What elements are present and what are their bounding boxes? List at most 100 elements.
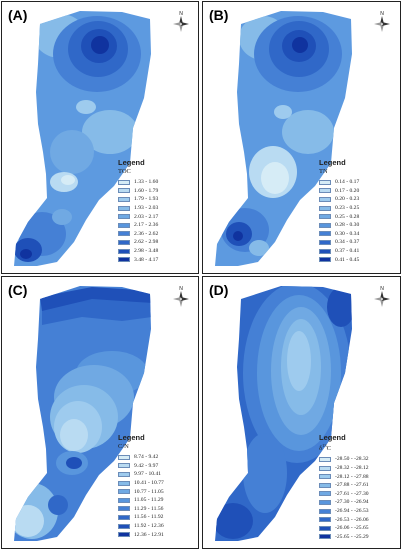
legend-range-label: -27.30 - -26.94	[335, 499, 369, 506]
legend-swatch	[319, 257, 331, 263]
legend-range-label: -25.65 - -25.29	[335, 533, 369, 540]
legend-variable: δ13C	[319, 443, 331, 453]
legend-item: 3.48 - 4.17	[118, 255, 158, 264]
legend-range-label: 2.17 - 2.36	[134, 222, 159, 229]
legend-item: 0.41 - 0.45	[319, 255, 359, 264]
legend-range-label: 0.17 - 0.20	[335, 187, 360, 194]
legend-swatch	[319, 474, 331, 480]
legend-item: -26.53 - -26.06	[319, 515, 369, 524]
legend-swatch	[118, 205, 130, 211]
legend-swatch	[118, 179, 130, 185]
legend-range-label: 11.05 - 11.29	[134, 497, 164, 504]
legend-item: 9.42 - 9.97	[118, 462, 164, 471]
legend-item: 2.62 - 2.98	[118, 238, 158, 247]
legend-swatch	[319, 188, 331, 194]
legend-range-label: -28.32 - -28.12	[335, 465, 369, 472]
legend-range-label: 0.30 - 0.34	[335, 230, 360, 237]
legend-item: 0.30 - 0.34	[319, 230, 359, 239]
d13c-distribution-map	[215, 286, 352, 541]
legend-item: -27.61 - -27.30	[319, 490, 369, 499]
north-label: N	[380, 286, 384, 292]
legend-swatch	[319, 525, 331, 531]
north-arrow-icon: N	[170, 10, 192, 34]
legend-item: -28.12 - -27.88	[319, 472, 369, 481]
legend-swatch	[118, 506, 130, 512]
legend-item: 10.77 - 11.05	[118, 487, 164, 496]
legend-item: 0.14 - 0.17	[319, 178, 359, 187]
legend-swatch	[118, 231, 130, 237]
legend-title: Legend	[118, 433, 145, 442]
legend-range-label: 11.92 - 12.36	[134, 523, 164, 530]
legend-swatch	[319, 491, 331, 497]
north-arrow-icon: N	[371, 10, 393, 34]
legend-range-label: -28.12 - -27.88	[335, 473, 369, 480]
panel-label: (D)	[209, 282, 229, 298]
legend-item: 2.17 - 2.36	[118, 221, 158, 230]
legend-range-label: 0.14 - 0.17	[335, 179, 360, 186]
legend-swatch	[118, 188, 130, 194]
north-label: N	[179, 11, 183, 17]
legend-swatch	[118, 248, 130, 254]
legend-swatch	[118, 489, 130, 495]
north-label: N	[380, 11, 384, 17]
legend-range-label: 0.20 - 0.23	[335, 196, 360, 203]
legend-item: 1.79 - 1.93	[118, 195, 158, 204]
legend-swatch	[319, 482, 331, 488]
legend-swatch	[319, 456, 331, 462]
legend-swatch	[118, 523, 130, 529]
legend-range-label: 3.48 - 4.17	[134, 256, 159, 263]
legend-item: 0.17 - 0.20	[319, 187, 359, 196]
legend-range-label: 2.03 - 2.17	[134, 213, 159, 220]
legend-swatch	[319, 465, 331, 471]
legend-range-label: 10.41 - 10.77	[134, 480, 164, 487]
legend-item: -27.88 - -27.61	[319, 481, 369, 490]
legend-title: Legend	[319, 433, 346, 442]
tn-distribution-map	[215, 11, 352, 266]
legend-range-label: 1.93 - 2.03	[134, 205, 159, 212]
legend-swatch	[319, 231, 331, 237]
legend-range-label: 0.37 - 0.41	[335, 248, 360, 255]
legend-item: 2.03 - 2.17	[118, 212, 158, 221]
map-panel-toc: (A) N Legend TOC 1.33 - 1.60 1.60 - 1.79 1…	[1, 1, 199, 274]
legend-item: 1.60 - 1.79	[118, 187, 158, 196]
legend-variable: C/N	[118, 443, 129, 450]
legend-swatch	[118, 454, 130, 460]
legend-item: 0.37 - 0.41	[319, 247, 359, 256]
toc-distribution-map	[14, 11, 151, 266]
legend-swatch	[118, 471, 130, 477]
legend-swatch	[118, 514, 130, 520]
legend-item: -25.65 - -25.29	[319, 533, 369, 542]
legend-item: 1.93 - 2.03	[118, 204, 158, 213]
legend-item: 0.20 - 0.23	[319, 195, 359, 204]
legend-range-label: 9.97 - 10.41	[134, 471, 162, 478]
legend-item: -27.30 - -26.94	[319, 498, 369, 507]
legend-swatch	[319, 534, 331, 540]
legend-item: 2.98 - 3.48	[118, 247, 158, 256]
map-panel-d13c: (D) N Legend δ13C -28.50 - -28.32 -28.32 …	[202, 276, 401, 549]
map-panel-tn: (B) N Legend TN 0.14 - 0.17 0.17 - 0.20 0.…	[202, 1, 401, 274]
legend-range-label: 0.28 - 0.30	[335, 222, 360, 229]
legend-swatch	[118, 257, 130, 263]
legend-item: 2.36 - 2.62	[118, 230, 158, 239]
legend-item: 12.36 - 12.91	[118, 530, 164, 539]
legend-range-label: 0.25 - 0.28	[335, 213, 360, 220]
panel-label: (B)	[209, 7, 229, 23]
map-panel-cn: (C) N Legend C/N 8.74 - 9.42 9.42 - 9.97 9…	[1, 276, 199, 549]
legend-range-label: 12.36 - 12.91	[134, 531, 164, 538]
legend-title: Legend	[319, 158, 346, 167]
legend-swatch	[319, 222, 331, 228]
legend: Legend C/N 8.74 - 9.42 9.42 - 9.97 9.97 - …	[118, 433, 164, 539]
panel-label: (A)	[8, 7, 28, 23]
legend-item: 0.25 - 0.28	[319, 212, 359, 221]
cn-distribution-map	[14, 286, 151, 541]
legend-range-label: -27.88 - -27.61	[335, 482, 369, 489]
legend-swatch	[319, 205, 331, 211]
legend-item: 11.92 - 12.36	[118, 522, 164, 531]
legend-range-label: 1.60 - 1.79	[134, 187, 159, 194]
legend-range-label: 9.42 - 9.97	[134, 462, 159, 469]
legend: Legend TOC 1.33 - 1.60 1.60 - 1.79 1.79 - …	[118, 158, 158, 264]
legend-range-label: -26.94 - -26.53	[335, 508, 369, 515]
legend-swatch	[118, 480, 130, 486]
legend-variable: TN	[319, 168, 328, 175]
legend-variable: TOC	[118, 168, 131, 175]
